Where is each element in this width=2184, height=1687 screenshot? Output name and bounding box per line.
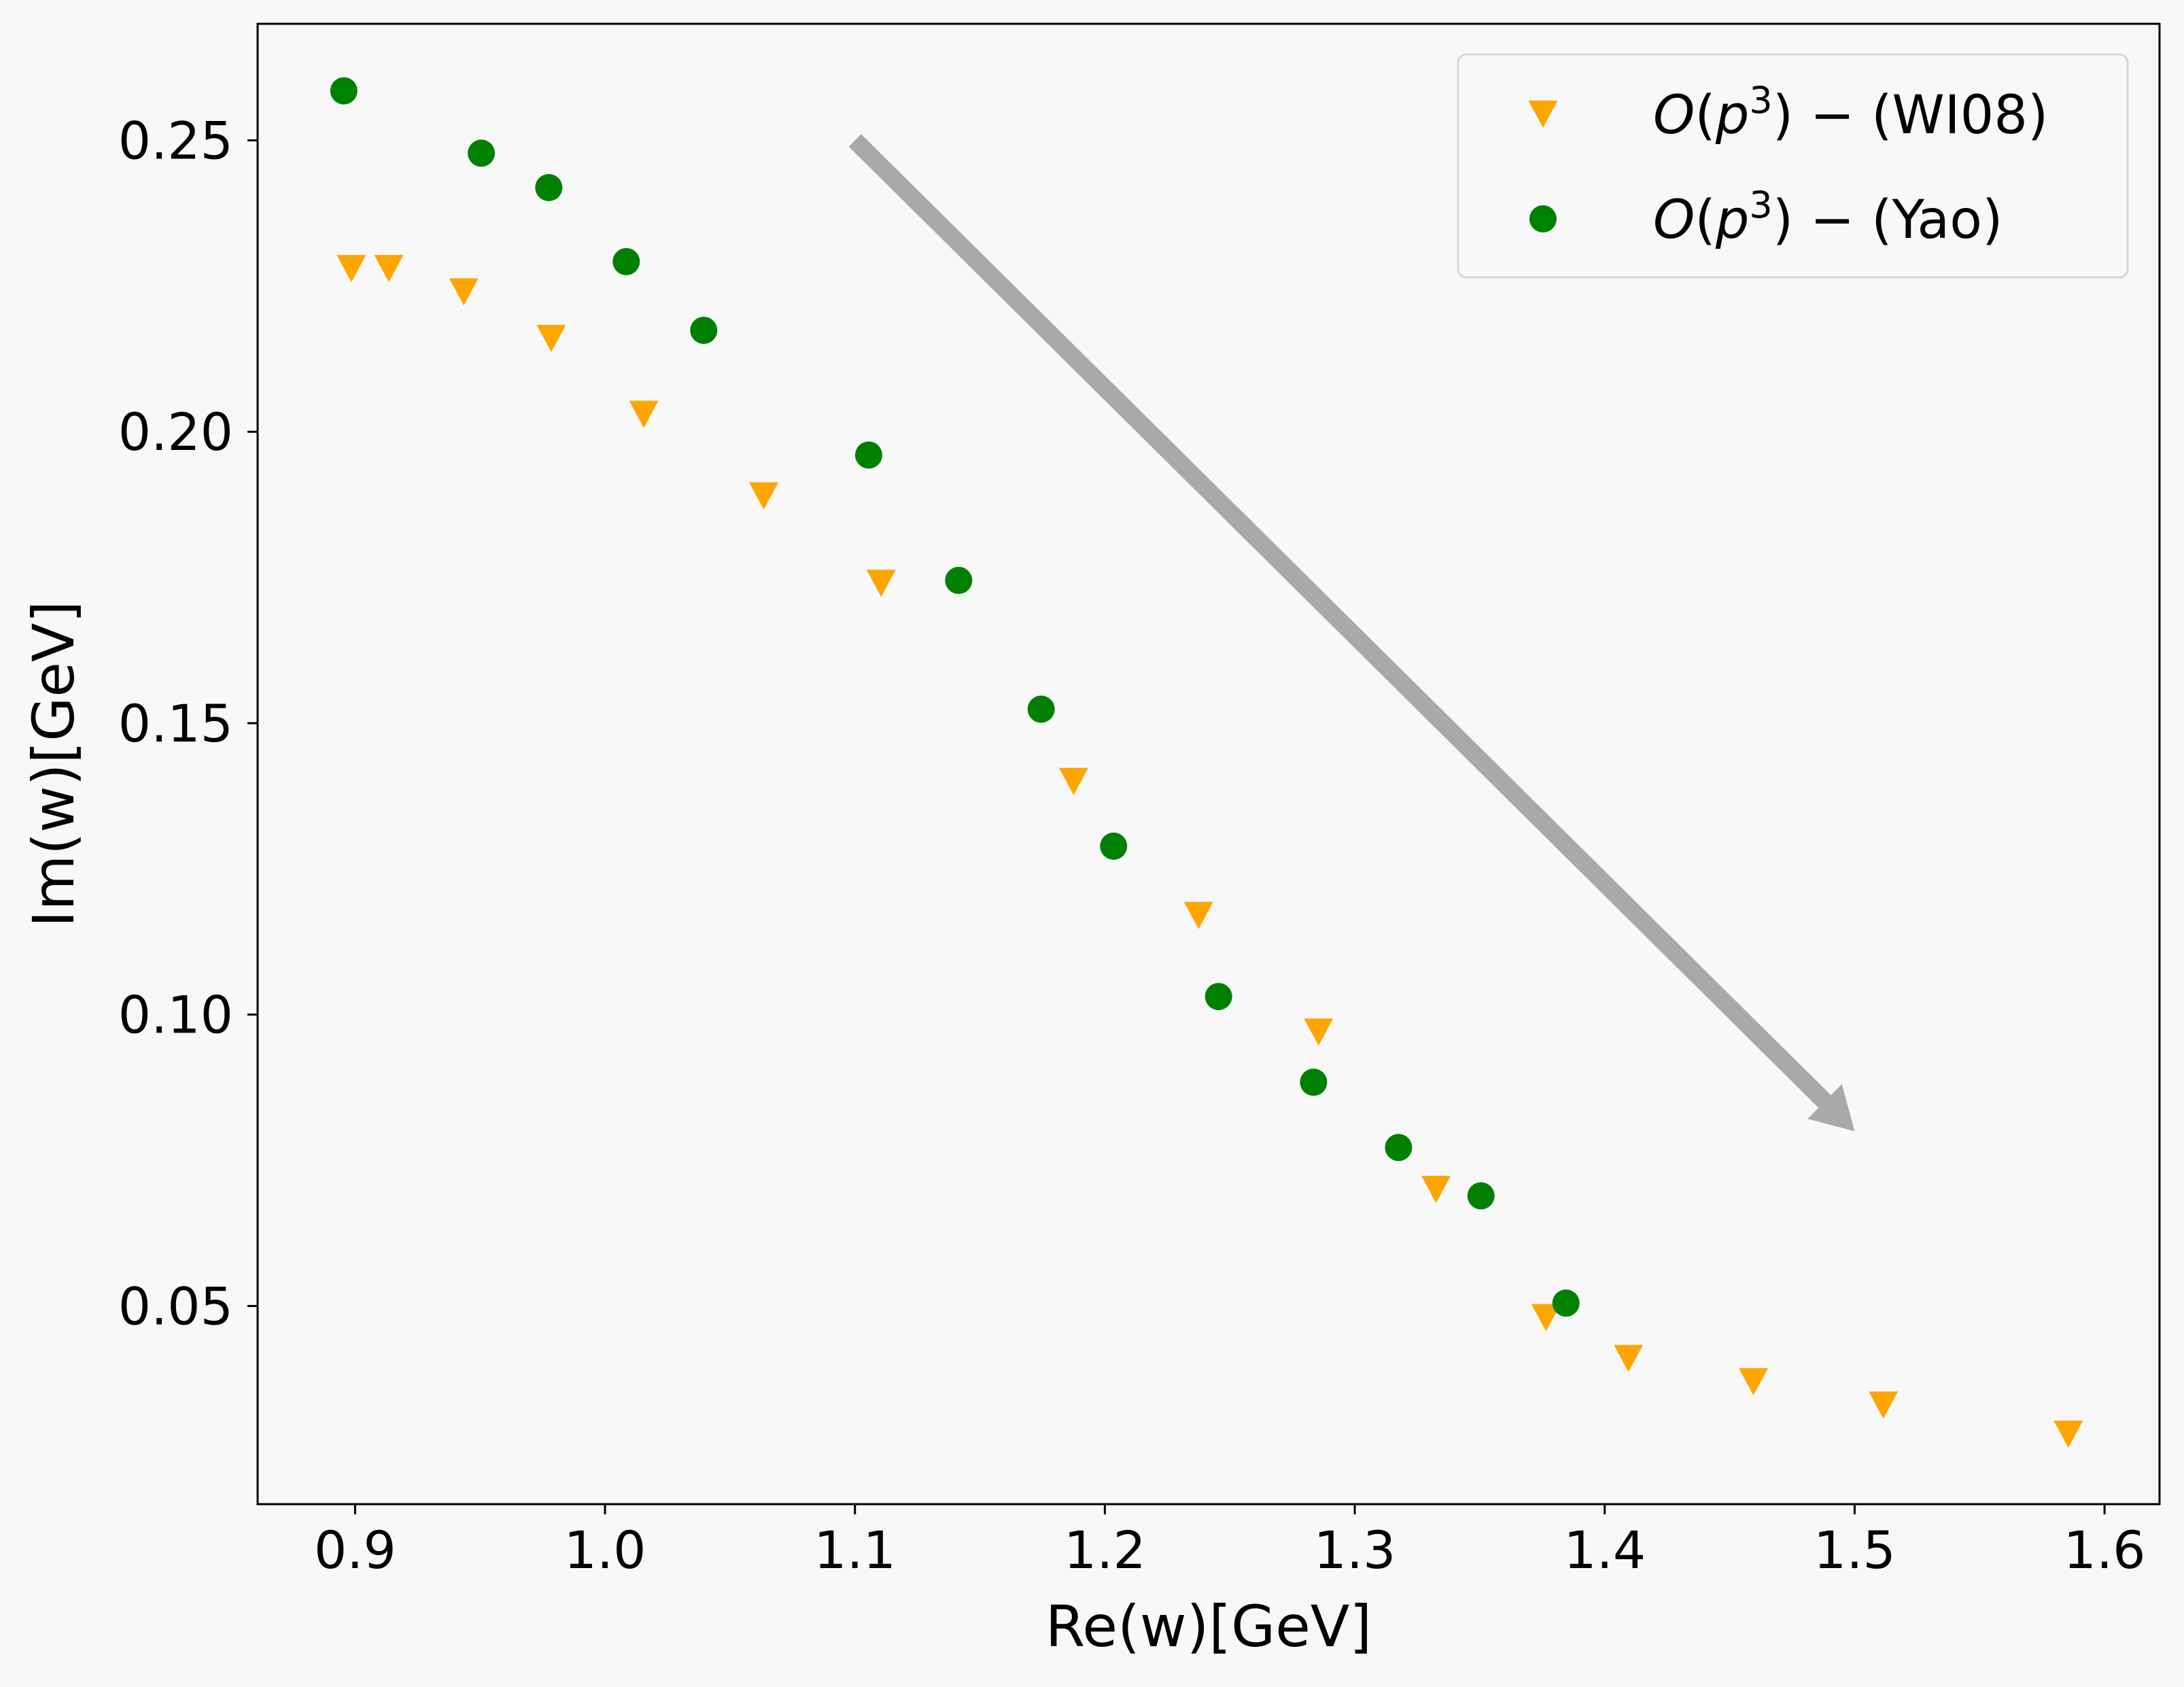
x-tick-label: 1.6 xyxy=(2064,1520,2146,1580)
x-axis-label: Re(w)[GeV] xyxy=(1045,1593,1372,1660)
x-tick-label: 1.0 xyxy=(564,1520,646,1580)
x-tick-label: 0.9 xyxy=(314,1520,396,1580)
legend-item-2: O(p3) − (Yao) xyxy=(1529,184,2003,251)
data-point-circle xyxy=(1552,1289,1580,1317)
data-point-triangle xyxy=(1304,1018,1334,1046)
y-tick-label: 0.05 xyxy=(118,1276,233,1336)
y-axis: 0.05 0.10 0.15 0.20 0.25 xyxy=(118,110,258,1336)
data-point-circle xyxy=(690,317,718,345)
x-tick-label: 1.4 xyxy=(1563,1520,1646,1580)
legend-box xyxy=(1457,53,2129,279)
data-point-triangle xyxy=(1183,901,1213,929)
data-point-circle xyxy=(1100,832,1128,860)
x-axis: 0.9 1.0 1.1 1.2 1.3 1.4 1.5 1.6 xyxy=(314,1504,2146,1580)
data-point-triangle xyxy=(536,325,566,352)
data-point-triangle xyxy=(1869,1391,1899,1419)
data-point-triangle xyxy=(866,570,896,597)
y-tick-label: 0.25 xyxy=(118,110,233,171)
data-point-triangle xyxy=(2053,1421,2083,1448)
legend-label: O(p3) − (Yao) xyxy=(1653,184,2003,251)
plot-area xyxy=(330,77,2083,1448)
x-tick-label: 1.1 xyxy=(814,1520,896,1580)
data-point-circle xyxy=(945,566,973,594)
x-tick-label: 1.5 xyxy=(1814,1520,1896,1580)
data-point-circle xyxy=(1204,983,1232,1011)
data-point-triangle xyxy=(374,255,404,283)
data-point-circle xyxy=(1385,1134,1412,1162)
data-point-circle xyxy=(330,77,358,105)
x-tick-label: 1.2 xyxy=(1064,1520,1146,1580)
legend-marker-triangle xyxy=(1528,101,1558,128)
legend-marker-circle xyxy=(1529,205,1557,232)
data-point-triangle xyxy=(449,278,479,306)
series-2 xyxy=(330,77,1580,1317)
data-point-circle xyxy=(1300,1068,1328,1096)
series-1 xyxy=(336,255,2083,1448)
data-point-triangle xyxy=(1739,1368,1768,1395)
data-point-triangle xyxy=(749,482,778,510)
data-point-circle xyxy=(468,139,496,167)
y-tick-label: 0.20 xyxy=(118,402,233,462)
y-tick-label: 0.15 xyxy=(118,693,233,754)
trend-arrow xyxy=(848,134,1855,1132)
y-axis-label: Im(w)[GeV] xyxy=(20,601,87,928)
legend-label: O(p3) − (WI08) xyxy=(1653,79,2048,146)
data-point-circle xyxy=(1467,1182,1495,1210)
data-point-triangle xyxy=(1614,1344,1644,1372)
data-point-circle xyxy=(1027,695,1055,723)
legend-item-1: O(p3) − (WI08) xyxy=(1528,79,2048,146)
legend: O(p3) − (WI08) O(p3) − (Yao) xyxy=(1457,53,2129,279)
data-point-circle xyxy=(535,173,563,201)
data-point-triangle xyxy=(1531,1304,1561,1332)
axes-frame xyxy=(256,22,2161,1506)
data-point-triangle xyxy=(336,255,366,283)
data-point-triangle xyxy=(1421,1176,1451,1203)
x-tick-label: 1.3 xyxy=(1314,1520,1396,1580)
y-tick-label: 0.10 xyxy=(118,985,233,1045)
data-point-triangle xyxy=(1059,767,1088,795)
data-point-circle xyxy=(854,441,882,469)
data-point-triangle xyxy=(629,400,659,428)
data-point-circle xyxy=(612,247,640,275)
